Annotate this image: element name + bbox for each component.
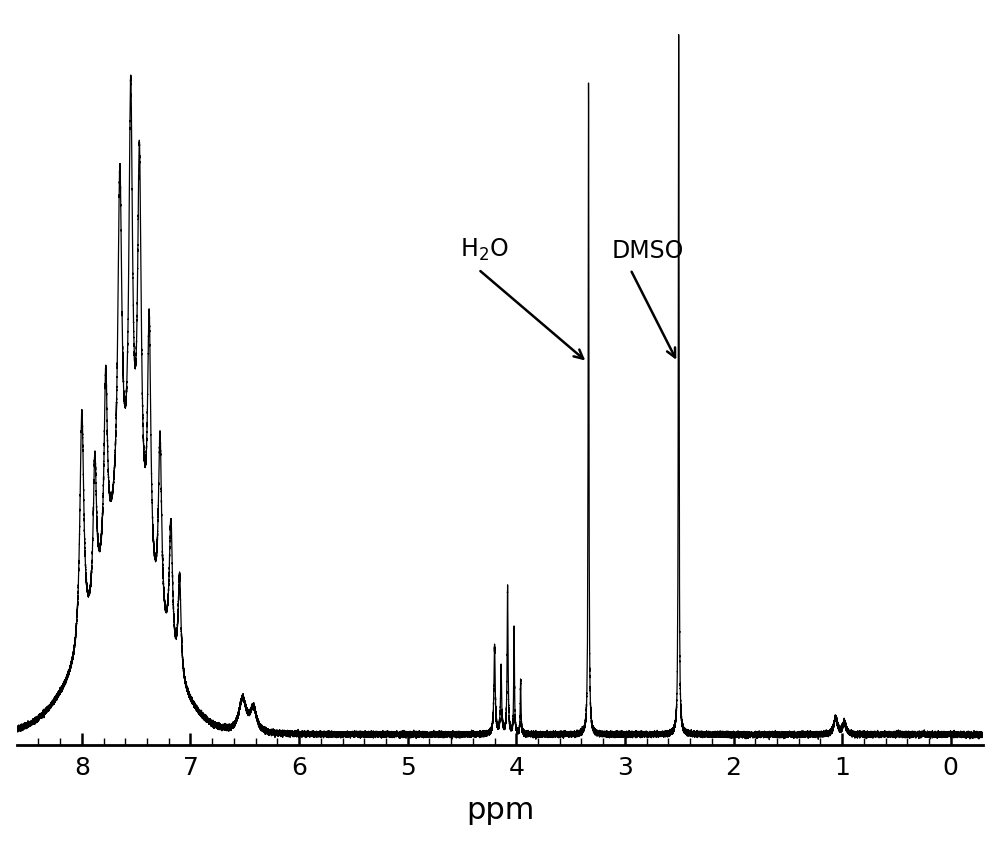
X-axis label: ppm: ppm xyxy=(466,797,534,825)
Text: DMSO: DMSO xyxy=(612,238,684,263)
Text: H$_2$O: H$_2$O xyxy=(460,237,508,263)
